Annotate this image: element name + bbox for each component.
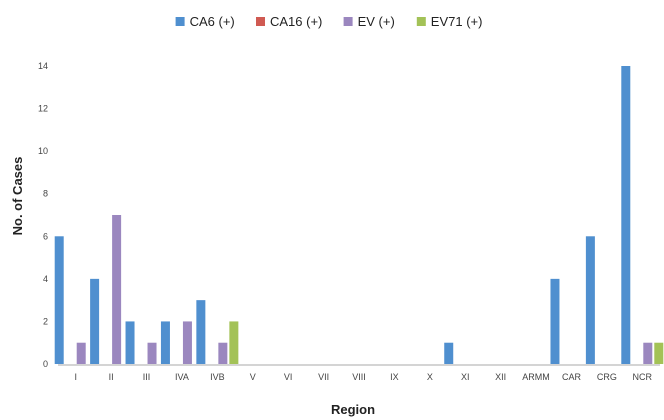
bar: [112, 215, 122, 364]
y-tick-label: 0: [43, 359, 48, 369]
y-tick-label: 6: [43, 231, 48, 241]
legend-label: CA16 (+): [270, 14, 322, 29]
bar: [444, 342, 454, 364]
x-tick-label: VII: [318, 372, 329, 382]
x-tick-label: XI: [461, 372, 470, 382]
legend-label: EV (+): [358, 14, 395, 29]
bar: [196, 300, 206, 364]
bar: [160, 321, 170, 364]
x-axis: I II III IVA IVB V VI VII VIII IX X XI XII ARMM CAR CRG…: [58, 364, 660, 382]
bar: [621, 66, 631, 364]
x-tick-label: IX: [390, 372, 399, 382]
x-axis-title: Region: [331, 402, 375, 417]
bar: [182, 321, 192, 364]
y-tick-label: 8: [43, 189, 48, 199]
bar: [229, 321, 239, 364]
bar: [76, 342, 86, 364]
x-tick-label: III: [143, 372, 151, 382]
x-tick-label: V: [250, 372, 256, 382]
x-tick-label: CRG: [597, 372, 617, 382]
y-tick-label: 4: [43, 274, 48, 284]
x-tick-label: X: [427, 372, 433, 382]
legend-swatch: [416, 17, 426, 26]
bar: [585, 236, 595, 364]
x-tick-label: VI: [284, 372, 293, 382]
x-tick-label: IVB: [210, 372, 225, 382]
legend-swatch: [175, 17, 185, 26]
x-tick-label: VIII: [352, 372, 366, 382]
legend: CA6 (+) CA16 (+) EV (+) EV71 (+): [175, 14, 483, 29]
legend-swatch: [256, 17, 265, 26]
bar: [90, 278, 100, 364]
bar: [550, 278, 560, 364]
y-axis: 0 2 4 6 8 10 12 14: [38, 61, 48, 369]
x-tick-label: II: [109, 372, 114, 382]
bars: [54, 66, 664, 364]
x-tick-label: CAR: [562, 372, 582, 382]
legend-label: EV71 (+): [431, 14, 483, 29]
x-tick-label: IVA: [175, 372, 189, 382]
bar: [147, 342, 157, 364]
bar: [125, 321, 135, 364]
y-tick-label: 12: [38, 104, 48, 114]
x-tick-label: NCR: [633, 372, 653, 382]
y-tick-label: 10: [38, 146, 48, 156]
x-tick-label: I: [74, 372, 77, 382]
legend-swatch: [343, 17, 353, 26]
bar: [54, 236, 64, 364]
bar: [218, 342, 228, 364]
bar: [643, 342, 653, 364]
x-tick-label: ARMM: [522, 372, 550, 382]
legend-label: CA6 (+): [190, 14, 235, 29]
x-tick-label: XII: [495, 372, 506, 382]
bar: [654, 342, 664, 364]
y-axis-title: No. of Cases: [10, 157, 25, 236]
y-tick-label: 14: [38, 61, 48, 71]
y-tick-label: 2: [43, 316, 48, 326]
